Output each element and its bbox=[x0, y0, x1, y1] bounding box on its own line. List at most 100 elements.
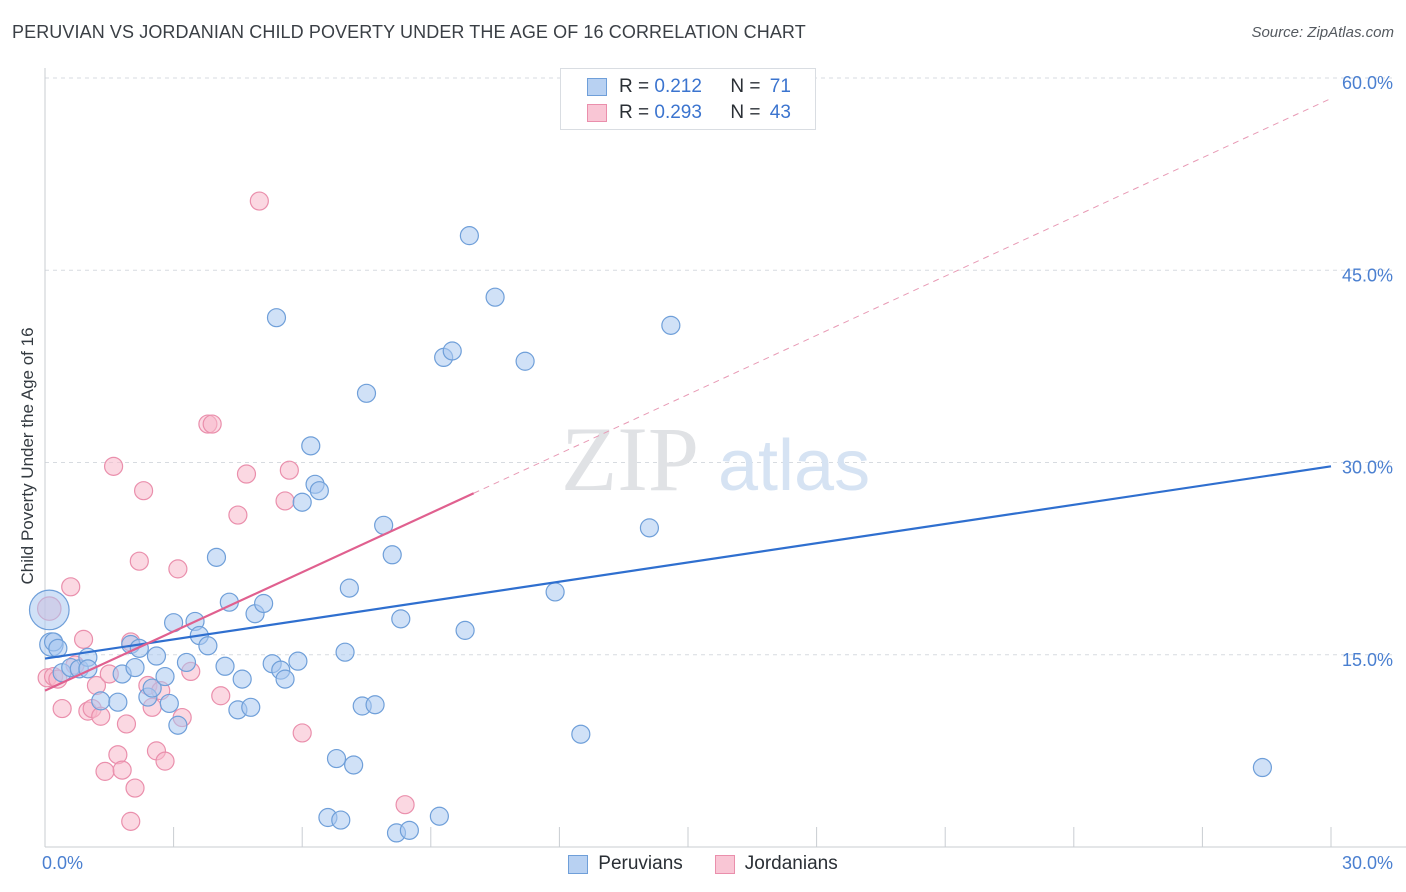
x-tick-label: 30.0% bbox=[1342, 853, 1393, 873]
point-jordanian bbox=[129, 551, 149, 571]
point-jordanian bbox=[155, 751, 175, 771]
point-jordanian bbox=[61, 577, 81, 597]
tick-labels: 15.0% 30.0% 45.0% 60.0% 0.0% 30.0% bbox=[42, 73, 1393, 873]
point-peruvian bbox=[399, 820, 419, 840]
point-peruvian bbox=[326, 748, 347, 769]
point-jordanian bbox=[228, 505, 248, 525]
y-tick-label: 30.0% bbox=[1342, 458, 1393, 478]
legend-swatch-blue bbox=[568, 854, 589, 874]
point-peruvian bbox=[159, 693, 179, 714]
legend-n-label: N = bbox=[730, 102, 761, 123]
point-peruvian bbox=[485, 287, 505, 307]
point-peruvian bbox=[356, 383, 377, 403]
point-peruvian bbox=[146, 646, 167, 666]
point-peruvian bbox=[365, 695, 385, 715]
legend-swatch-blue bbox=[587, 78, 607, 96]
legend-n-value: 43 bbox=[769, 102, 791, 123]
point-peruvian bbox=[571, 724, 591, 744]
point-peruvian bbox=[198, 636, 218, 656]
point-peruvian bbox=[241, 697, 261, 717]
legend-r-value: 0.293 bbox=[654, 102, 702, 123]
point-peruvian bbox=[382, 545, 402, 565]
point-peruvian bbox=[309, 481, 329, 501]
point-peruvian bbox=[429, 806, 449, 826]
point-peruvian bbox=[125, 657, 145, 678]
point-peruvian bbox=[232, 669, 252, 689]
point-peruvian bbox=[142, 678, 162, 698]
point-peruvian bbox=[301, 436, 321, 456]
watermark-atlas: atlas bbox=[718, 426, 870, 506]
point-peruvian bbox=[391, 609, 411, 629]
point-peruvian bbox=[206, 547, 227, 567]
point-jordanian bbox=[52, 698, 72, 719]
legend-n-value: 71 bbox=[769, 76, 791, 97]
point-jordanian bbox=[133, 481, 154, 501]
trend-line-jordanians bbox=[44, 492, 475, 692]
point-peruvian bbox=[1252, 757, 1273, 778]
point-peruvian bbox=[275, 669, 295, 689]
point-peruvian bbox=[108, 692, 128, 712]
legend-r-label: R = bbox=[619, 102, 650, 123]
point-peruvian bbox=[168, 715, 188, 735]
legend-label-jordanians: Jordanians bbox=[744, 853, 838, 874]
y-tick-label: 60.0% bbox=[1342, 73, 1393, 93]
point-peruvian bbox=[344, 755, 364, 775]
point-peruvian bbox=[155, 666, 175, 687]
point-peruvian bbox=[266, 308, 287, 328]
point-jordanian bbox=[125, 778, 145, 798]
legend-item-jordanians[interactable]: Jordanians bbox=[714, 853, 838, 875]
legend-swatch-pink bbox=[714, 854, 735, 874]
point-jordanian bbox=[211, 686, 231, 706]
point-peruvian bbox=[331, 810, 351, 830]
legend-row-peruvians: R = 0.212 N = 71 bbox=[587, 75, 791, 99]
point-peruvian bbox=[292, 492, 312, 512]
series-jordanians bbox=[36, 191, 415, 831]
point-peruvian bbox=[661, 315, 681, 335]
gridlines bbox=[45, 77, 1392, 656]
series-legend: Peruvians Jordanians bbox=[0, 851, 1406, 877]
legend-r-value: 0.212 bbox=[654, 76, 702, 97]
point-peruvian bbox=[455, 620, 475, 640]
point-jordanian bbox=[73, 629, 94, 649]
point-jordanian bbox=[121, 811, 141, 831]
point-jordanian bbox=[395, 795, 415, 815]
trend-lines bbox=[44, 98, 1332, 692]
legend-swatch-pink bbox=[587, 104, 607, 122]
legend-n-label: N = bbox=[730, 76, 761, 97]
point-jordanian bbox=[202, 414, 222, 434]
point-peruvian bbox=[339, 578, 359, 598]
point-jordanian bbox=[168, 559, 188, 579]
point-jordanian bbox=[236, 464, 257, 484]
point-jordanian bbox=[249, 191, 269, 211]
point-peruvian bbox=[28, 589, 70, 631]
point-jordanian bbox=[95, 761, 115, 781]
point-jordanian bbox=[116, 714, 137, 734]
point-peruvian bbox=[215, 656, 235, 676]
point-peruvian bbox=[639, 518, 660, 538]
watermark-zip: ZIP bbox=[561, 408, 699, 510]
point-peruvian bbox=[91, 691, 111, 711]
legend-row-jordanians: R = 0.293 N = 43 bbox=[587, 101, 791, 125]
correlation-legend: R = 0.212 N = 71 R = 0.293 N = 43 bbox=[560, 68, 816, 130]
point-jordanian bbox=[275, 491, 295, 511]
point-peruvian bbox=[288, 651, 308, 671]
point-peruvian bbox=[442, 341, 462, 361]
point-jordanian bbox=[292, 723, 312, 743]
trend-line-peruvians bbox=[44, 465, 1332, 660]
point-peruvian bbox=[335, 642, 355, 662]
legend-item-peruvians[interactable]: Peruvians bbox=[568, 853, 683, 875]
legend-label-peruvians: Peruvians bbox=[598, 853, 683, 874]
point-peruvian bbox=[515, 351, 535, 371]
source-label: Source: ZipAtlas.com bbox=[1251, 24, 1394, 41]
trend-line-jordanians-extension bbox=[473, 98, 1332, 494]
x-tick-label: 0.0% bbox=[42, 853, 83, 873]
legend-r-label: R = bbox=[619, 76, 650, 97]
chart-title: PERUVIAN VS JORDANIAN CHILD POVERTY UNDE… bbox=[12, 22, 806, 42]
point-peruvian bbox=[254, 593, 274, 614]
point-jordanian bbox=[112, 760, 132, 780]
y-tick-label: 15.0% bbox=[1342, 650, 1393, 670]
point-peruvian bbox=[459, 226, 479, 246]
point-peruvian bbox=[176, 652, 197, 673]
point-jordanian bbox=[279, 460, 299, 480]
